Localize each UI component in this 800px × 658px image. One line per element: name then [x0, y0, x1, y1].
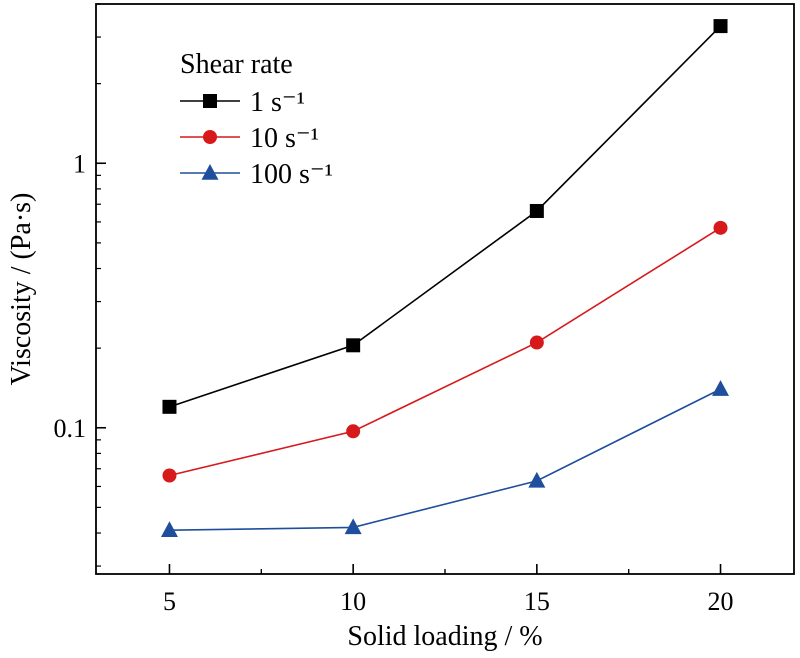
data-point: [713, 19, 728, 34]
x-axis-title: Solid loading / %: [347, 621, 542, 652]
series-line: [169, 388, 721, 531]
x-tick-label: 10: [340, 587, 366, 616]
axis-ticks: [96, 3, 722, 574]
legend-label: 1 s⁻¹: [250, 87, 305, 118]
series-line: [169, 25, 722, 408]
legend-label: 10 s⁻¹: [250, 123, 319, 154]
data-point: [528, 471, 546, 488]
legend: Shear rate 1 s⁻¹ 10 s⁻¹ 100 s⁻¹: [180, 49, 333, 190]
data-point: [713, 220, 728, 235]
legend-marker: [203, 94, 217, 108]
legend-item: 1 s⁻¹: [180, 87, 305, 118]
data-point: [529, 203, 544, 218]
legend-item: 10 s⁻¹: [180, 123, 319, 154]
legend-title: Shear rate: [180, 49, 293, 80]
series-line: [169, 227, 721, 477]
series-2: [162, 220, 728, 483]
legend-marker: [201, 164, 219, 180]
x-tick-label: 5: [163, 587, 176, 616]
series-1: [162, 19, 728, 414]
legend-marker: [203, 130, 217, 144]
y-tick-label: 1: [73, 149, 86, 178]
data-point: [346, 424, 361, 439]
plot-frame: [95, 3, 795, 575]
y-axis-title: Viscosity / (Pa·s): [6, 193, 37, 386]
data-point: [160, 521, 178, 537]
data-point: [712, 380, 730, 396]
y-tick-label: 0.1: [54, 414, 87, 443]
x-tick-label: 20: [708, 587, 734, 616]
tick-labels: 5 10 15 20 0.1 1: [54, 149, 734, 616]
series-layer: [160, 19, 730, 537]
data-point: [344, 518, 362, 535]
legend-item: 100 s⁻¹: [180, 159, 333, 190]
data-point: [162, 468, 177, 483]
data-point: [346, 338, 361, 353]
series-3: [160, 380, 730, 537]
legend-label: 100 s⁻¹: [250, 159, 333, 190]
data-point: [529, 335, 544, 350]
data-point: [162, 399, 177, 414]
x-tick-label: 15: [524, 587, 550, 616]
